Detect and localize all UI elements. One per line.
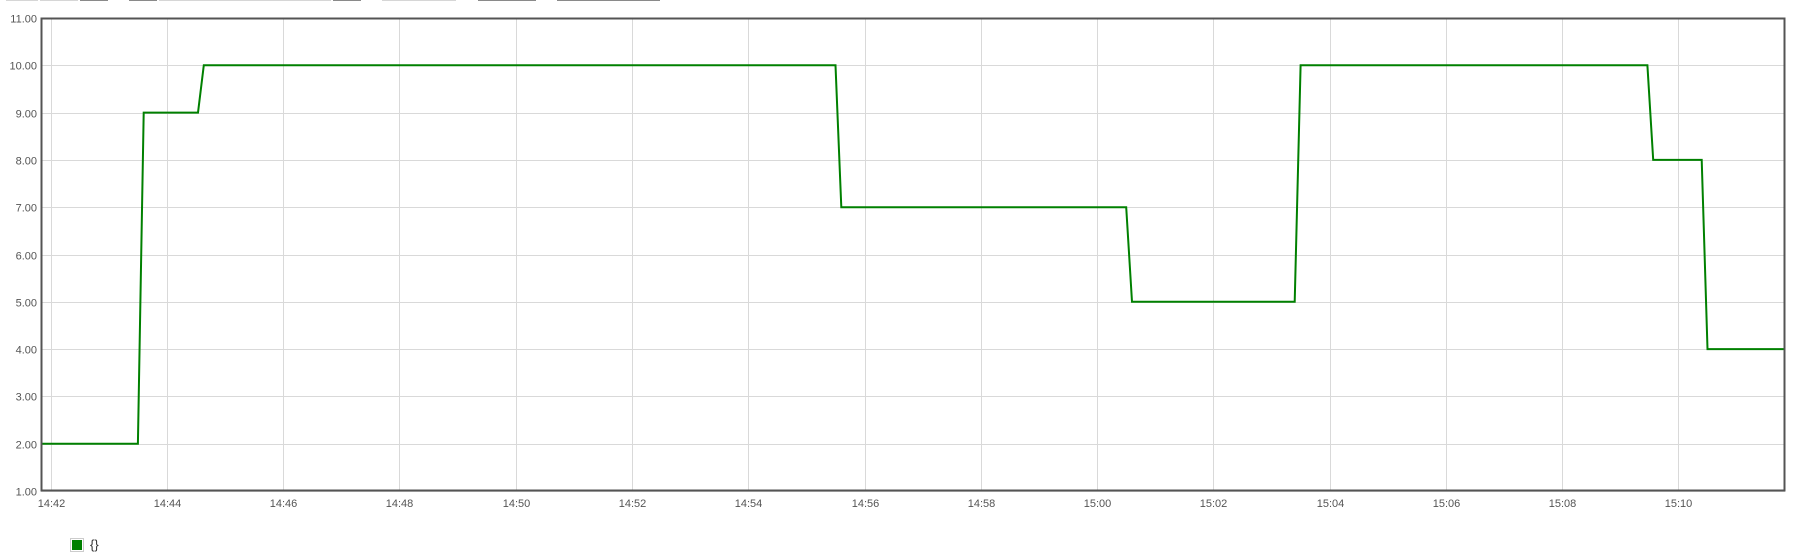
y-tick-label: 5.00 [16, 298, 37, 310]
x-tick-label: 14:42 [38, 498, 66, 510]
y-tick-label: 10.00 [9, 61, 37, 73]
x-tick-label: 14:48 [386, 498, 414, 510]
y-tick-label: 1.00 [16, 487, 37, 499]
x-tick-label: 15:04 [1317, 498, 1345, 510]
x-tick-label: 15:00 [1084, 498, 1112, 510]
y-tick-label: 4.00 [16, 345, 37, 357]
y-tick-label: 2.00 [16, 440, 37, 452]
top-toolbar-remnant [0, 0, 1797, 4]
legend-swatch [70, 537, 84, 552]
x-tick-label: 15:08 [1549, 498, 1577, 510]
x-tick-label: 14:52 [619, 498, 647, 510]
y-tick-label: 11.00 [10, 14, 37, 26]
x-tick-label: 14:46 [270, 498, 298, 510]
legend-label: {} [90, 537, 99, 552]
x-tick-label: 15:02 [1200, 498, 1228, 510]
x-tick-label: 14:58 [968, 498, 996, 510]
legend: {} [70, 537, 99, 552]
x-tick-label: 14:44 [154, 498, 182, 510]
y-tick-label: 7.00 [16, 203, 37, 215]
series-line [41, 64, 1785, 445]
x-tick-label: 14:56 [852, 498, 880, 510]
plot-border [40, 17, 1786, 492]
y-tick-label: 6.00 [16, 251, 37, 263]
x-tick-label: 14:50 [503, 498, 531, 510]
x-tick-label: 14:54 [735, 498, 763, 510]
y-tick-label: 8.00 [16, 156, 37, 168]
y-tick-label: 3.00 [16, 392, 37, 404]
x-tick-label: 15:06 [1433, 498, 1461, 510]
x-tick-label: 15:10 [1665, 498, 1693, 510]
y-tick-label: 9.00 [16, 109, 37, 121]
